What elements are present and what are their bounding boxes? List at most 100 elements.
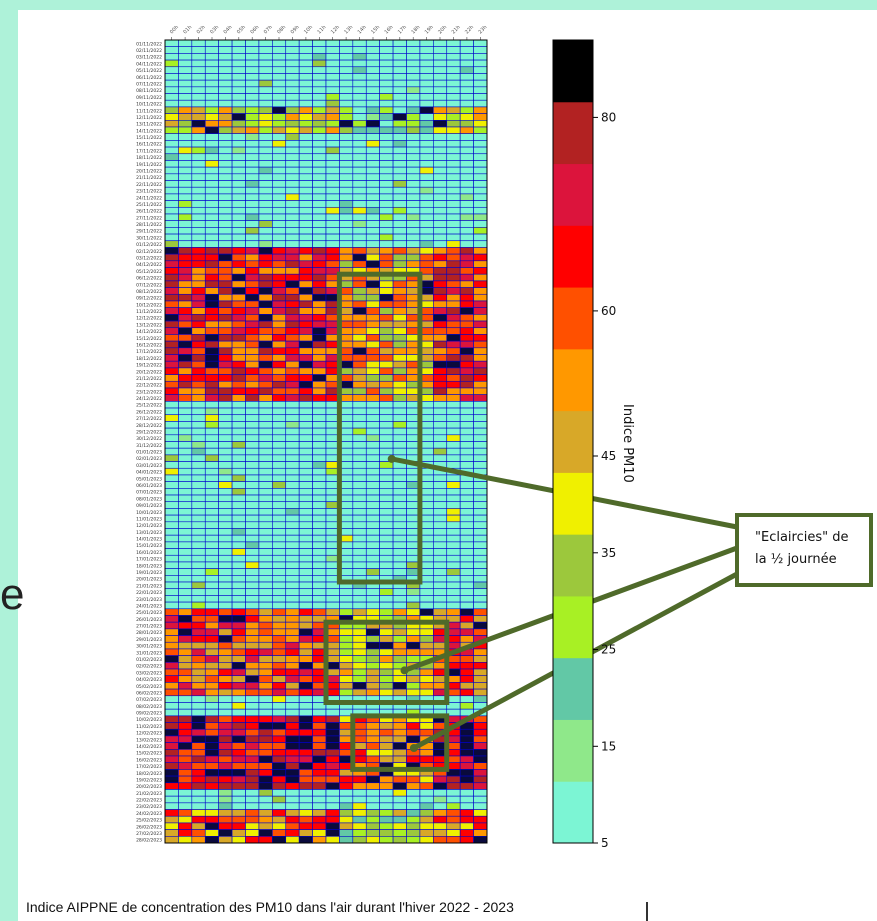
heatmap-cell <box>433 514 448 523</box>
heatmap-cell <box>178 467 193 476</box>
heatmap-cell <box>473 648 488 656</box>
heatmap-cell <box>392 220 407 228</box>
heatmap-cell <box>352 802 367 810</box>
heatmap-cell <box>178 66 193 74</box>
row-date-label: 18/12/2022 <box>136 356 162 362</box>
heatmap-cell <box>258 702 273 710</box>
heatmap-cell <box>298 307 313 315</box>
heatmap-cell <box>218 434 233 442</box>
heatmap-cell <box>446 488 461 496</box>
heatmap-cell <box>459 662 474 670</box>
heatmap-cell <box>392 795 407 804</box>
heatmap-cell <box>164 240 179 248</box>
heatmap-cell <box>419 200 434 208</box>
heatmap-cell <box>178 655 193 663</box>
heatmap-cell <box>339 39 354 47</box>
heatmap-cell <box>419 120 434 128</box>
heatmap-cell <box>392 160 407 168</box>
heatmap-cell <box>312 762 327 770</box>
heatmap-cell <box>231 521 246 529</box>
heatmap-cell <box>352 53 367 61</box>
heatmap-cell <box>473 441 488 449</box>
column-hour-label: 06h <box>249 24 260 35</box>
heatmap-cell <box>285 722 300 730</box>
heatmap-cell <box>473 775 488 784</box>
heatmap-cell <box>446 200 461 208</box>
heatmap-cell <box>164 126 179 134</box>
heatmap-cell <box>406 120 421 128</box>
heatmap-cell <box>433 173 448 181</box>
heatmap-cell <box>178 621 193 630</box>
heatmap-cell <box>339 253 354 262</box>
heatmap-cell <box>258 421 273 429</box>
heatmap-cell <box>285 247 300 255</box>
heatmap-cell <box>459 360 474 369</box>
column-hour-label: 15h <box>370 24 381 35</box>
heatmap-cell <box>298 39 313 47</box>
heatmap-cell <box>231 454 246 462</box>
heatmap-cell <box>392 648 407 656</box>
heatmap-cell <box>352 160 367 168</box>
heatmap-cell <box>218 762 233 770</box>
heatmap-cell <box>231 802 246 810</box>
heatmap-cell <box>231 434 246 442</box>
figure-caption: Indice AIPPNE de concentration des PM10 … <box>26 899 514 915</box>
heatmap-cell <box>446 227 461 235</box>
heatmap-cell <box>164 374 179 382</box>
heatmap-cell <box>298 621 313 630</box>
heatmap-cell <box>272 347 287 355</box>
heatmap-cell <box>473 354 488 362</box>
heatmap-cell <box>285 675 300 683</box>
heatmap-cell <box>245 648 260 656</box>
heatmap-cell <box>392 113 407 121</box>
heatmap-cell <box>272 39 287 47</box>
heatmap-cell <box>312 789 327 797</box>
heatmap-cell <box>218 133 233 141</box>
heatmap-cell <box>178 227 193 235</box>
heatmap-cell <box>379 688 394 697</box>
heatmap-cell <box>285 548 300 556</box>
heatmap-cell <box>245 615 260 623</box>
heatmap-cell <box>285 106 300 114</box>
heatmap-cell <box>459 534 474 543</box>
heatmap-cell <box>258 206 273 215</box>
row-date-label: 04/11/2022 <box>136 61 162 67</box>
heatmap-cell <box>191 394 206 402</box>
heatmap-cell <box>298 501 313 509</box>
heatmap-cell <box>272 742 287 750</box>
heatmap-cell <box>258 287 273 295</box>
heatmap-cell <box>312 401 327 409</box>
heatmap-cell <box>258 735 273 743</box>
heatmap-cell <box>245 488 260 496</box>
heatmap-frame <box>164 39 488 844</box>
heatmap-cell <box>272 802 287 810</box>
heatmap-cell <box>272 789 287 797</box>
heatmap-cell <box>392 655 407 663</box>
heatmap-cell <box>298 795 313 804</box>
heatmap-cell <box>285 407 300 416</box>
heatmap-cell <box>272 374 287 382</box>
heatmap-cell <box>272 93 287 101</box>
heatmap-cell <box>231 815 246 824</box>
heatmap-cell <box>365 213 380 221</box>
heatmap-cell <box>245 73 260 81</box>
heatmap-cell <box>272 327 287 335</box>
heatmap-cell <box>392 561 407 569</box>
heatmap-cell <box>312 314 327 322</box>
heatmap-cell <box>392 641 407 650</box>
heatmap-cell <box>433 454 448 462</box>
heatmap-cell <box>258 762 273 770</box>
row-date-label: 29/01/2023 <box>136 637 162 643</box>
heatmap-cell <box>218 802 233 810</box>
heatmap-cell <box>312 501 327 509</box>
heatmap-cell <box>379 407 394 416</box>
heatmap-cell <box>298 608 313 616</box>
heatmap-cell <box>365 227 380 235</box>
heatmap-cell <box>231 99 246 108</box>
heatmap-cell <box>218 447 233 456</box>
heatmap-cell <box>433 561 448 569</box>
heatmap-cell <box>312 367 327 375</box>
heatmap-cell <box>459 334 474 342</box>
heatmap-cell <box>245 815 260 824</box>
heatmap-cell <box>245 508 260 516</box>
